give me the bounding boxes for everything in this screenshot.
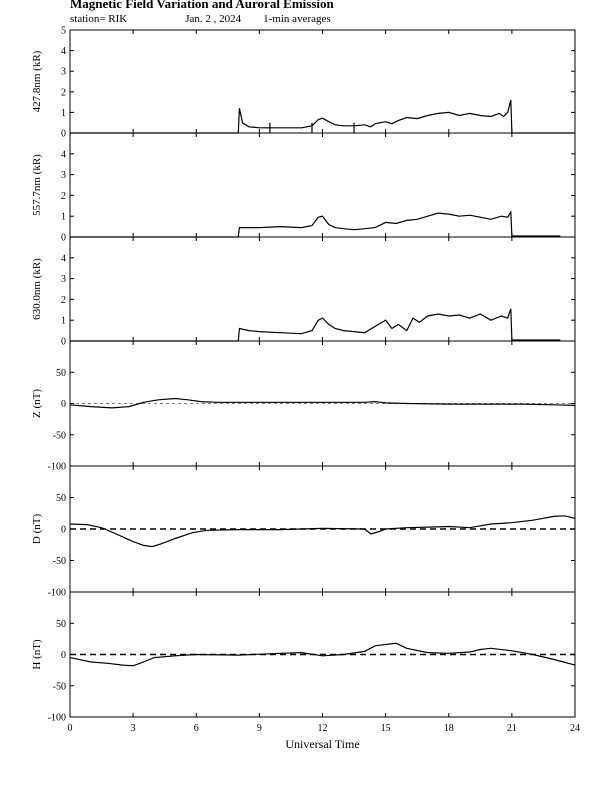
y-axis-label: H (nT): [31, 639, 43, 670]
x-tick-label: 18: [444, 723, 454, 734]
chart-title: Magnetic Field Variation and Auroral Emi…: [70, 0, 334, 11]
series-line-3: [69, 397, 576, 409]
y-tick-label: -50: [53, 556, 66, 567]
y-tick-label: -100: [48, 462, 66, 473]
y-tick-label: -50: [53, 430, 66, 441]
y-tick-label: 0: [61, 650, 66, 661]
x-tick-label: 6: [194, 723, 199, 734]
x-tick-label: 12: [318, 723, 328, 734]
x-tick-label: 21: [507, 723, 517, 734]
series-line-0: [70, 99, 575, 134]
y-tick-label: 4: [61, 46, 66, 57]
panel-4: -100 -50 0 50 D (nT): [31, 465, 576, 599]
panel-frame: [69, 132, 576, 238]
y-tick-label: 2: [61, 87, 66, 98]
x-tick-label: 24: [570, 723, 580, 734]
panel-frame: [69, 236, 576, 342]
y-tick-label: -100: [48, 588, 66, 599]
averaging-label: 1-min averages: [263, 13, 331, 25]
panel-0: 0 1 2 3 4 5 427.8nm (kR): [31, 26, 576, 140]
y-tick-label: 50: [56, 619, 66, 630]
x-tick-label: 3: [131, 723, 136, 734]
x-tick-label: 0: [68, 723, 73, 734]
y-tick-label: 50: [56, 368, 66, 379]
y-tick-label: 0: [61, 399, 66, 410]
y-tick-label: 1: [61, 212, 66, 223]
y-tick-label: -100: [48, 713, 66, 724]
y-tick-label: 0: [61, 525, 66, 536]
x-axis-label: Universal Time: [285, 737, 359, 751]
y-tick-label: 4: [61, 253, 66, 264]
y-axis-label: 427.8nm (kR): [31, 50, 43, 112]
y-tick-label: 50: [56, 493, 66, 504]
chart-subtitle: station= RIK Jan. 2 , 2024 1-min averages: [70, 13, 331, 25]
y-tick-label: 0: [61, 233, 66, 244]
y-tick-label: 1: [61, 316, 66, 327]
y-tick-label: 0: [61, 129, 66, 140]
y-tick-label: -50: [53, 681, 66, 692]
y-tick-label: 3: [61, 170, 66, 181]
y-tick-label: 2: [61, 295, 66, 306]
panel-frame: [69, 29, 576, 134]
y-tick-label: 5: [61, 26, 66, 37]
series-line-1: [70, 209, 561, 238]
station-label: station= RIK: [70, 13, 128, 25]
y-tick-label: 1: [61, 108, 66, 119]
y-tick-label: 3: [61, 67, 66, 78]
panel-5: -100 -50 0 50 H (nT): [31, 591, 576, 724]
y-axis-label: D (nT): [31, 514, 43, 545]
series-line-4: [69, 515, 576, 548]
y-tick-label: 4: [61, 149, 66, 160]
panel-1: 0 1 2 3 4 557.7nm (kR): [31, 132, 576, 244]
series-line-2: [70, 308, 561, 342]
panel-2: 0 1 2 3 4 630.0nm (kR): [31, 236, 576, 348]
date-label: Jan. 2 , 2024: [185, 13, 242, 25]
x-tick-label: 15: [381, 723, 391, 734]
y-tick-label: 2: [61, 191, 66, 202]
y-tick-label: 3: [61, 274, 66, 285]
series-line-5: [69, 642, 576, 667]
x-tick-label: 9: [257, 723, 262, 734]
y-axis-label: 630.0nm (kR): [31, 258, 43, 320]
y-axis-label: 557.7nm (kR): [31, 154, 43, 216]
y-axis-label: Z (nT): [31, 389, 43, 418]
panel-3: -100 -50 0 50 Z (nT): [31, 340, 576, 473]
y-tick-label: 0: [61, 337, 66, 348]
